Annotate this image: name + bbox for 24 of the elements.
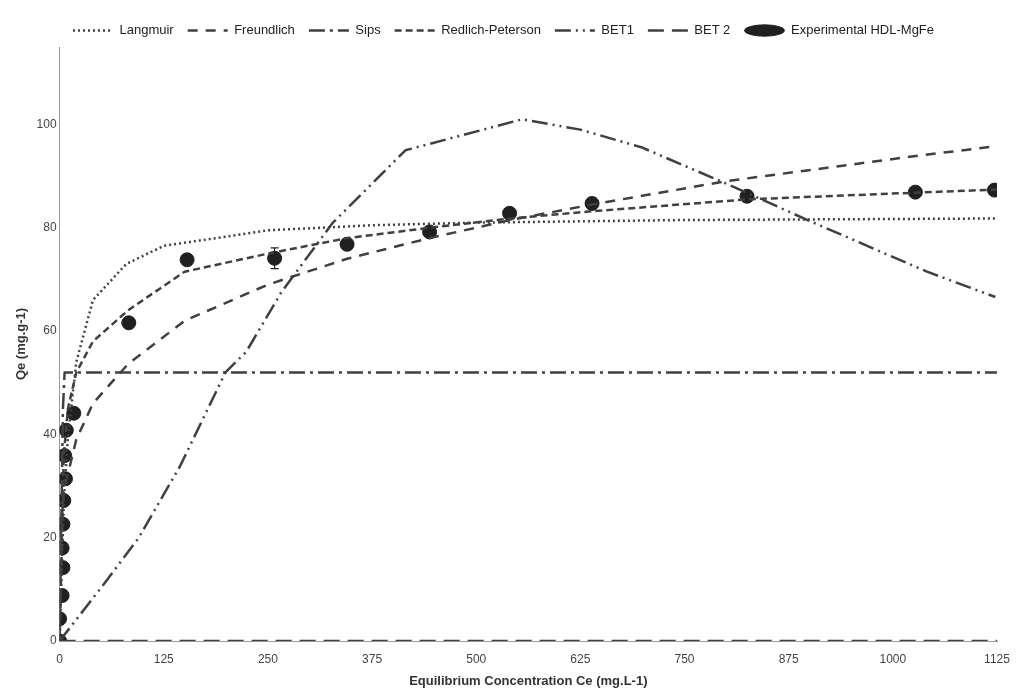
y-tick-label: 0	[49, 633, 57, 648]
legend-label: BET1	[601, 22, 634, 38]
y-axis-title: Qe (mg.g-1)	[13, 307, 29, 381]
y-tick-label: 40	[43, 426, 57, 441]
x-axis-title: Equilibrium Concentration Ce (mg.L-1)	[409, 672, 648, 688]
legend-label: Langmuir	[119, 22, 175, 38]
x-tick-label: 125	[153, 651, 175, 666]
legend-label: BET 2	[694, 22, 731, 38]
legend-label: Redlich-Peterson	[441, 22, 541, 38]
y-tick-label: 80	[43, 220, 57, 235]
x-tick-label: 500	[466, 651, 487, 666]
y-tick-label: 60	[43, 323, 57, 338]
x-tick-label: 875	[778, 651, 800, 666]
x-tick-label: 750	[674, 651, 695, 666]
legend-label: Freundlich	[234, 22, 295, 38]
y-tick-label: 100	[36, 116, 57, 131]
x-tick-label: 375	[362, 651, 383, 666]
x-tick-label: 625	[570, 651, 591, 666]
x-tick-label: 250	[257, 651, 279, 666]
legend-label: Experimental HDL-MgFe	[790, 22, 935, 38]
x-tick-label: 1125	[984, 651, 1011, 666]
legend-label: Sips	[355, 22, 382, 38]
y-tick-label: 20	[43, 530, 57, 545]
x-tick-label: 1000	[879, 651, 907, 666]
